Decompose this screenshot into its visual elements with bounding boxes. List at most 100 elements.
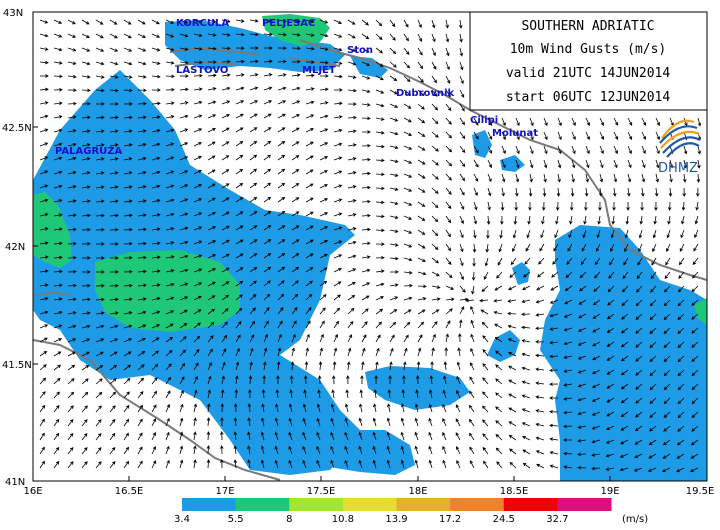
place-labels: KORCULA PELJESAC LASTOVO MLJET Ston Dubr… — [55, 18, 538, 157]
wind-arrow — [414, 459, 419, 469]
wind-arrow — [137, 19, 146, 25]
wind-arrow — [263, 168, 272, 175]
wind-arrow — [151, 227, 161, 231]
wind-arrow — [508, 421, 517, 427]
wind-arrow — [179, 268, 189, 273]
wind-arrow — [179, 417, 184, 427]
wind-arrow — [417, 257, 426, 262]
wind-arrow — [320, 74, 329, 78]
wind-arrow — [95, 47, 105, 52]
wind-arrow — [455, 418, 461, 427]
wind-arrow — [624, 229, 629, 239]
wind-arrow — [536, 463, 545, 469]
wind-arrow — [599, 117, 605, 126]
wind-arrow — [81, 311, 91, 315]
wind-arrow — [594, 271, 601, 279]
wind-arrow — [207, 33, 217, 37]
wind-arrow — [495, 392, 503, 399]
wind-arrow — [319, 128, 329, 133]
wind-arrow — [482, 377, 489, 385]
wind-arrow — [606, 411, 615, 417]
wind-arrow — [235, 141, 244, 147]
wind-arrow — [81, 75, 91, 79]
wind-arrow — [577, 327, 587, 332]
wind-arrow — [697, 145, 701, 155]
wind-arrow — [95, 405, 102, 413]
wind-arrow — [277, 154, 286, 161]
wind-arrow — [535, 353, 545, 358]
wind-arrow — [621, 299, 629, 306]
wind-arrow — [235, 73, 245, 77]
wind-arrow — [333, 19, 342, 24]
wind-arrow — [207, 295, 216, 301]
wind-arrow — [151, 33, 161, 38]
wind-arrow — [459, 173, 465, 182]
wind-arrow — [249, 100, 259, 105]
wind-arrow — [620, 355, 629, 362]
wind-arrow — [620, 341, 629, 348]
wind-arrow — [403, 117, 412, 123]
wind-arrow — [361, 255, 371, 259]
wind-arrow — [535, 450, 545, 455]
wind-arrow — [445, 89, 451, 98]
wind-arrow — [624, 243, 629, 253]
wind-arrow — [417, 215, 426, 221]
wind-arrow — [137, 241, 147, 246]
wind-arrow — [291, 33, 301, 37]
wind-arrow — [486, 215, 491, 225]
wind-arrow — [137, 61, 147, 66]
wind-arrow — [445, 173, 452, 181]
wind-arrow — [81, 47, 91, 52]
wind-arrow — [179, 282, 189, 287]
wind-arrow — [319, 307, 326, 315]
wind-arrow — [508, 434, 517, 441]
wind-arrow — [521, 380, 531, 385]
wind-arrow — [67, 227, 77, 232]
wind-arrow — [470, 347, 475, 357]
wind-arrow — [193, 322, 201, 329]
wind-arrow — [456, 389, 461, 399]
wind-arrow — [81, 213, 91, 218]
wind-arrow — [479, 298, 489, 303]
wind-arrow — [263, 86, 273, 91]
wind-arrow — [123, 270, 133, 274]
wind-arrow — [207, 87, 217, 91]
wind-arrow — [263, 59, 273, 64]
wind-arrow — [81, 365, 90, 371]
wind-arrow — [263, 100, 273, 105]
wind-arrow — [471, 271, 476, 281]
wind-arrow — [695, 201, 699, 211]
wind-arrow — [221, 114, 230, 119]
wind-arrow — [592, 327, 601, 333]
wind-arrow — [469, 446, 475, 455]
wind-arrow — [109, 171, 119, 175]
wind-arrow — [333, 101, 343, 106]
legend-threshold-label: 17.2 — [439, 514, 461, 525]
wind-arrow — [650, 271, 657, 280]
wind-arrow — [151, 101, 161, 106]
wind-arrow — [179, 226, 189, 231]
wind-arrow — [67, 391, 75, 399]
wind-arrow — [277, 32, 287, 37]
wind-arrow — [137, 310, 147, 315]
wind-arrow — [649, 425, 657, 432]
wind-arrow — [165, 19, 175, 24]
wind-arrow — [193, 198, 203, 203]
wind-arrow — [250, 46, 259, 50]
wind-arrow — [495, 420, 503, 427]
wind-arrow — [317, 389, 321, 399]
wind-arrow — [305, 293, 313, 301]
wind-arrow — [495, 434, 503, 441]
wind-arrow — [81, 33, 90, 39]
wind-arrow — [276, 361, 281, 371]
wind-arrow — [482, 446, 489, 455]
wind-arrow — [95, 33, 104, 39]
wind-arrow — [333, 254, 343, 259]
wind-arrow — [662, 453, 671, 459]
wind-arrow — [549, 437, 559, 441]
wind-arrow — [81, 351, 90, 357]
wind-arrow — [487, 131, 493, 140]
wind-arrow — [247, 445, 251, 455]
place-label-lastovo: LASTOVO — [176, 65, 228, 76]
wind-arrow — [221, 155, 230, 161]
